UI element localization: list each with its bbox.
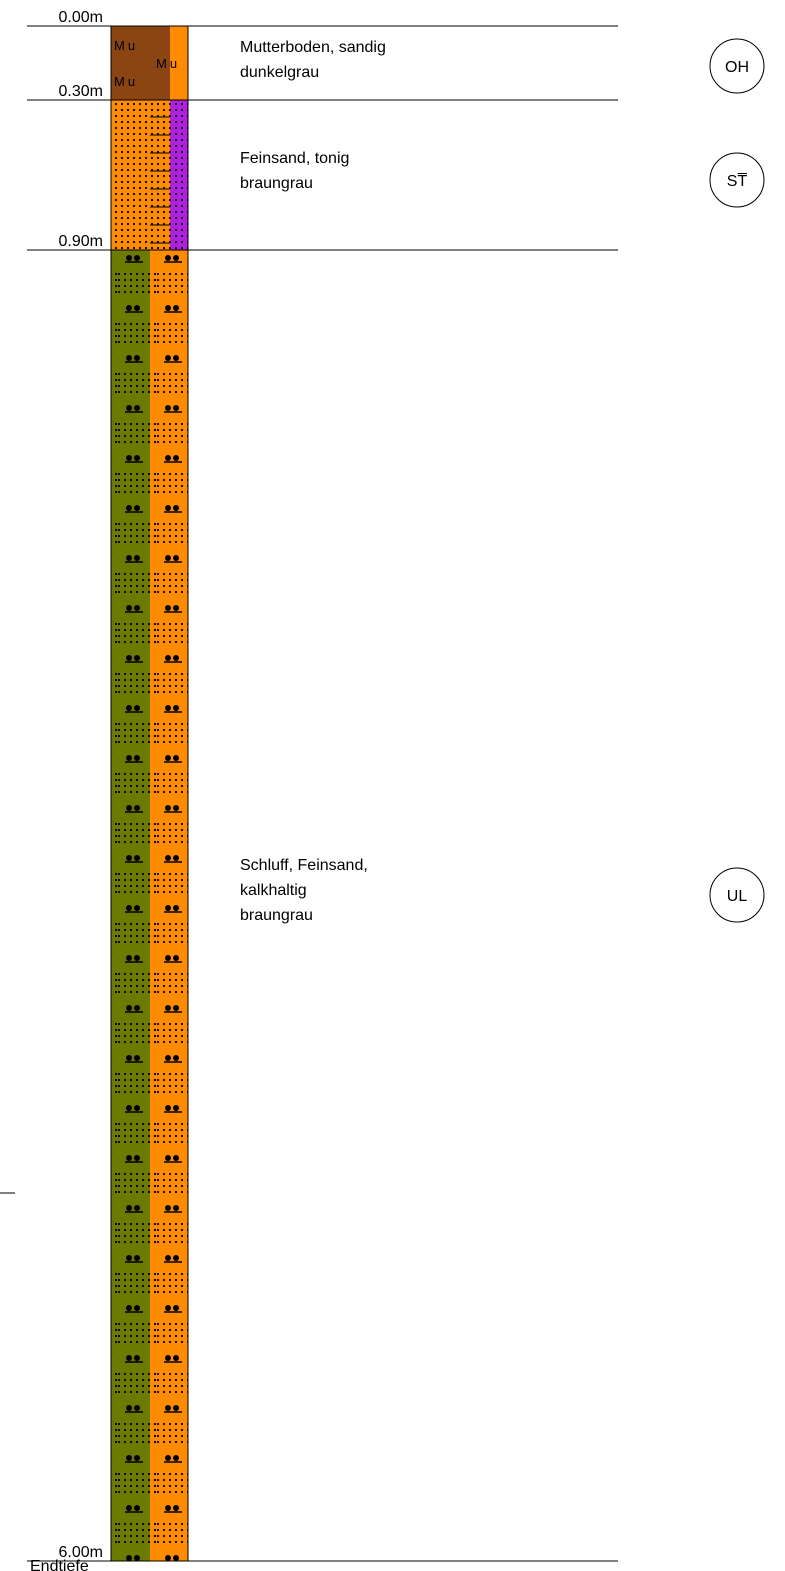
soil-class-circle	[709, 867, 765, 923]
depth-label: 6.00m	[59, 1544, 103, 1561]
depth-label: 0.30m	[59, 83, 103, 100]
soil-class-circle	[709, 38, 765, 94]
layer-description: braungrau	[240, 907, 313, 924]
depth-label: 0.00m	[59, 9, 103, 26]
layer-description: braungrau	[240, 175, 313, 192]
layer-fill	[111, 26, 170, 100]
soil-class: UL	[727, 888, 748, 905]
pattern	[150, 100, 170, 250]
pattern	[170, 100, 188, 250]
symbol: Mu	[114, 74, 138, 89]
symbol: Mu	[156, 56, 180, 71]
symbol: Mu	[114, 38, 138, 53]
layer-description: Mutterboden, sandig	[240, 39, 386, 56]
pattern	[111, 250, 150, 1561]
pattern	[150, 250, 188, 1561]
layer-fill	[170, 26, 188, 100]
layer-description: Feinsand, tonig	[240, 150, 349, 167]
soil-class-circle	[709, 152, 765, 208]
layer-description: kalkhaltig	[240, 882, 307, 899]
depth-label: 0.90m	[59, 233, 103, 250]
soil-class: OH	[725, 59, 749, 76]
soil-class: ST̅	[727, 172, 748, 190]
layer-description: dunkelgrau	[240, 64, 319, 81]
layer-description: Schluff, Feinsand,	[240, 857, 368, 874]
